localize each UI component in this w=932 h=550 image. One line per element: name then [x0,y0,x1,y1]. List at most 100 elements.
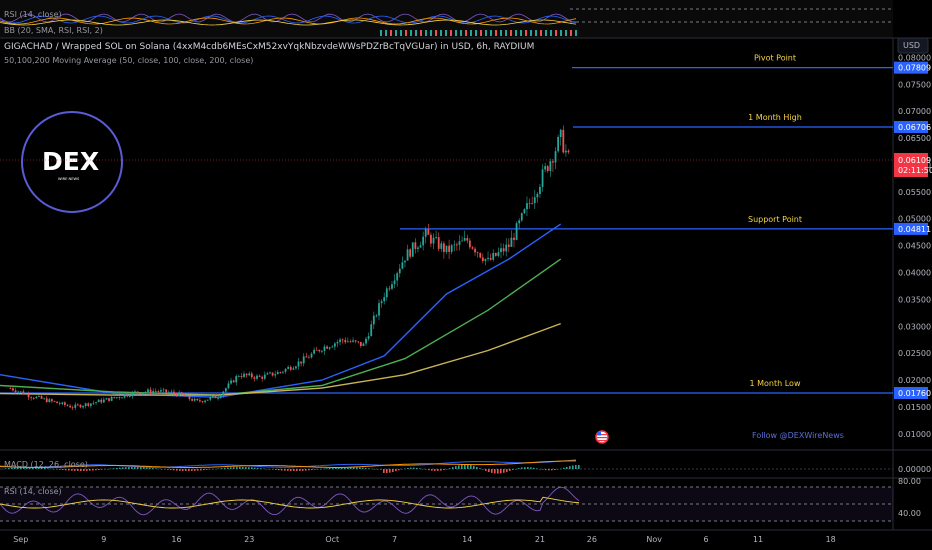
candle-body [209,397,212,400]
candle-body [76,404,79,406]
candle-body [144,391,147,393]
candle-body [248,373,251,376]
top-strip-bar [385,30,387,36]
macd-bar [272,469,274,470]
candle-body [243,373,245,377]
macd-bar [266,468,268,470]
candle-body [186,395,188,397]
candle-body [409,249,412,257]
macd-bar [227,467,229,469]
candle-body [528,203,531,204]
candle-body [263,374,266,379]
price-tick: 0.07000 [898,107,931,116]
candle-body [175,393,178,396]
macd-bar [365,468,367,469]
candle-body [87,403,90,406]
level-label: Pivot Point [754,54,796,63]
candle-body [300,361,303,364]
candle-body [141,392,144,395]
macd-bar [431,469,433,471]
macd-zero-tick: 0.00000 [898,465,931,474]
macd-bar [245,467,247,469]
candle-body [295,366,297,369]
candle-body [520,213,523,221]
top-strip-bar [500,30,502,36]
macd-bar [155,468,157,469]
top-strip-bar [510,30,512,36]
macd-bar [194,469,196,471]
candle-body [370,324,373,337]
top-strip-line [0,15,577,24]
macd-bar [311,469,313,471]
candle-body [448,245,450,252]
time-tick: 7 [392,535,397,544]
macd-bar [344,467,346,469]
macd-bar [35,467,37,469]
top-strip-bar [405,30,407,36]
candle-body [546,166,549,172]
macd-bar [524,467,526,469]
top-strip-bar [535,30,537,36]
candle-body [266,373,269,375]
top-strip-line [0,19,577,26]
macd-bar [452,467,454,469]
level-price-tag [894,386,928,399]
macd-bar [416,467,418,469]
macd-bar [485,469,487,471]
macd-bar [209,469,211,470]
candle-body [256,375,258,379]
macd-bar [404,468,406,470]
us-flag-icon[interactable] [595,430,609,444]
macd-bar [488,469,490,473]
candle-body [227,383,230,389]
candle-body [297,361,300,367]
currency-button[interactable] [897,37,929,54]
candle-body [510,237,513,247]
chart-title: GIGACHAD / Wrapped SOL on Solana (4xxM4c… [4,42,534,52]
candle-body [414,242,417,249]
macd-bar [497,469,499,474]
macd-bar [14,467,16,469]
candle-body [121,397,123,399]
candle-body [178,392,181,396]
currency-label: USD [903,41,920,50]
macd-bar [59,469,61,470]
candle-body [411,242,414,257]
candle-body [383,297,386,302]
price-axis: 0.080000.075000.070000.065000.060000.055… [898,53,931,438]
dex-wire-news-logo: DEX WIRE NEWS [21,111,123,213]
macd-bar [143,467,145,469]
candle-body [417,247,419,249]
macd-bar [299,469,301,471]
macd-bar [203,469,205,471]
candle-body [375,315,378,317]
level-price-value: 0.06706 [898,123,931,132]
macd-bar [275,469,277,470]
macd-bar [113,468,115,469]
top-strip-bar [515,30,517,36]
candle-body [380,301,383,304]
level-price-tag [894,61,928,74]
candle-body [471,247,474,249]
macd-bar [125,467,127,469]
time-tick: Nov [646,535,662,544]
price-tick: 0.04500 [898,242,931,251]
candle-body [302,356,305,364]
macd-bar [65,469,67,471]
macd-label: MACD (12, 26, close) [4,460,88,469]
candle-body [253,377,256,379]
candle-body [541,169,544,187]
macd-bar [173,469,175,471]
level-label: Support Point [748,215,802,224]
top-strip-bar [445,30,447,36]
candle-body [424,229,427,237]
candle-body [63,402,66,405]
candle-body [443,243,445,252]
candle-body [58,403,61,404]
macd-bar [83,469,85,471]
last-price-value: 0.06109 [898,156,931,165]
candle-body [453,244,456,246]
candle-body [284,368,287,372]
macd-bar [56,469,58,470]
candle-body [559,129,562,137]
